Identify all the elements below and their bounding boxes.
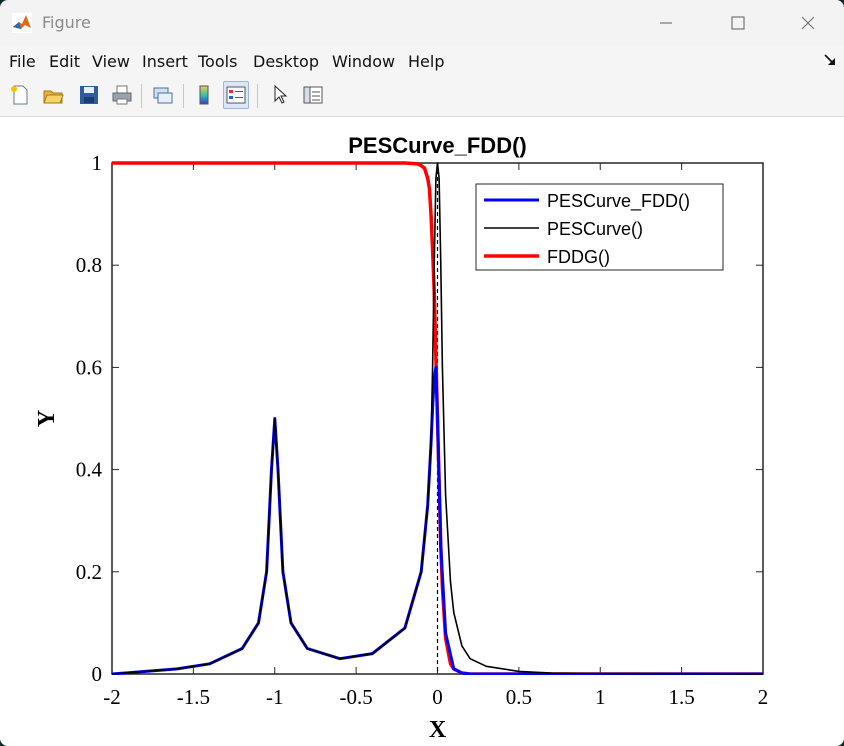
toolbar-separator	[183, 84, 184, 108]
minimize-button[interactable]	[643, 8, 689, 38]
save-icon	[80, 86, 98, 104]
x-tick-label: -1	[266, 685, 284, 709]
close-icon	[801, 16, 815, 30]
matlab-logo-icon	[12, 13, 32, 33]
title-bar: Figure	[0, 0, 844, 46]
pointer-icon	[274, 84, 288, 104]
print-icon	[112, 85, 132, 105]
x-axis-label: X	[429, 717, 447, 743]
x-tick-label: 0.5	[506, 685, 532, 709]
legend-icon	[226, 86, 246, 104]
x-tick-label: 2	[758, 685, 769, 709]
window-title: Figure	[42, 13, 91, 32]
colorbar-button[interactable]	[191, 81, 217, 109]
open-file-icon	[43, 90, 64, 104]
close-button[interactable]	[785, 8, 831, 38]
toolbar-separator	[257, 84, 258, 108]
save-button[interactable]	[76, 81, 102, 109]
link-icon	[153, 87, 173, 104]
open-file-button[interactable]	[40, 81, 66, 109]
x-tick-label: 1.5	[669, 685, 695, 709]
menu-tools[interactable]: Tools	[198, 52, 238, 71]
plot-lines-group	[112, 161, 763, 675]
legend-label: FDDG()	[547, 247, 610, 267]
property-inspector-button[interactable]	[300, 81, 326, 109]
dock-arrow-icon[interactable]	[824, 54, 836, 66]
chart-svg[interactable]: PESCurve_FDD() X Y -2 -1.5 -1 -0.5 0 0.5 1 1.5 2…	[0, 117, 844, 746]
x-tick-label: 1	[595, 685, 606, 709]
print-button[interactable]	[109, 81, 135, 109]
y-tick-label: 1	[92, 151, 103, 175]
legend-button[interactable]	[223, 81, 249, 109]
y-tick-label: 0.6	[76, 355, 102, 379]
menu-desktop[interactable]: Desktop	[253, 52, 319, 71]
menu-edit[interactable]: Edit	[49, 52, 80, 71]
property-inspector-icon	[303, 86, 323, 104]
legend-label: PESCurve()	[547, 219, 643, 239]
x-tick-label: -0.5	[340, 685, 373, 709]
chart-title: PESCurve_FDD()	[348, 133, 526, 158]
menu-bar: File Edit View Insert Tools Desktop Wind…	[0, 46, 844, 76]
y-tick-label: 0.8	[76, 253, 102, 277]
toolbar-separator	[141, 84, 142, 108]
plot-area: PESCurve_FDD() X Y -2 -1.5 -1 -0.5 0 0.5 1 1.5 2…	[0, 117, 844, 746]
menu-window[interactable]: Window	[332, 52, 396, 71]
tool-bar	[0, 76, 844, 117]
y-axis-label: Y	[34, 410, 60, 427]
menu-help[interactable]: Help	[408, 52, 445, 71]
pointer-button[interactable]	[267, 81, 293, 109]
new-figure-icon	[11, 85, 28, 105]
maximize-button[interactable]	[715, 8, 761, 38]
y-tick-label: 0.4	[76, 458, 103, 482]
menu-insert[interactable]: Insert	[142, 52, 188, 71]
y-tick-label: 0.2	[76, 560, 102, 584]
legend[interactable]: PESCurve_FDD() PESCurve() FDDG()	[475, 183, 724, 271]
minimize-icon	[660, 22, 672, 24]
colorbar-icon	[199, 85, 209, 105]
menu-view[interactable]: View	[92, 52, 130, 71]
x-tick-label: -2	[103, 685, 121, 709]
y-tick-label: 0	[92, 662, 103, 686]
series-line-1[interactable]	[112, 162, 763, 675]
legend-label: PESCurve_FDD()	[547, 191, 690, 212]
link-button[interactable]	[150, 81, 176, 109]
maximize-icon	[731, 16, 745, 30]
menu-file[interactable]: File	[9, 52, 36, 71]
x-tick-label: 0	[432, 685, 443, 709]
new-figure-button[interactable]	[7, 81, 33, 109]
x-tick-label: -1.5	[177, 685, 210, 709]
